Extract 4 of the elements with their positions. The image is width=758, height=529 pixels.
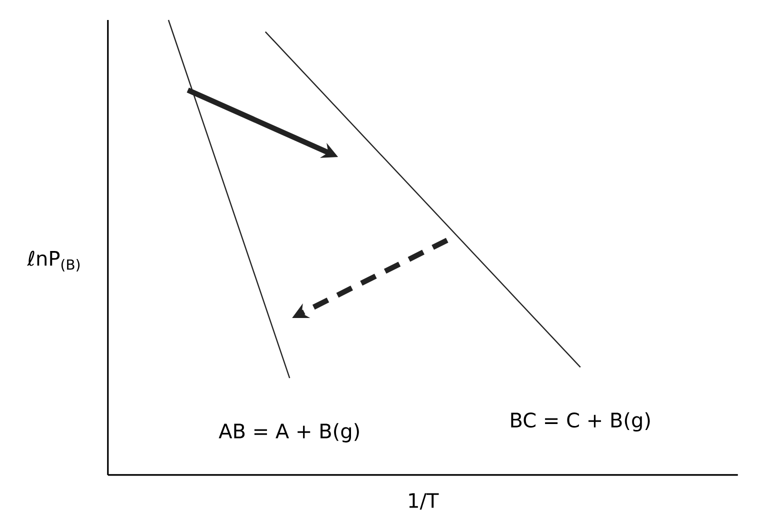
x-axis-title: 1/T xyxy=(409,493,439,510)
y-axis-title: ℓnP$_{(B)}$ xyxy=(26,250,80,272)
text: BC = C + B(g) xyxy=(511,412,650,432)
text: AB = A + B(g) xyxy=(218,423,359,442)
